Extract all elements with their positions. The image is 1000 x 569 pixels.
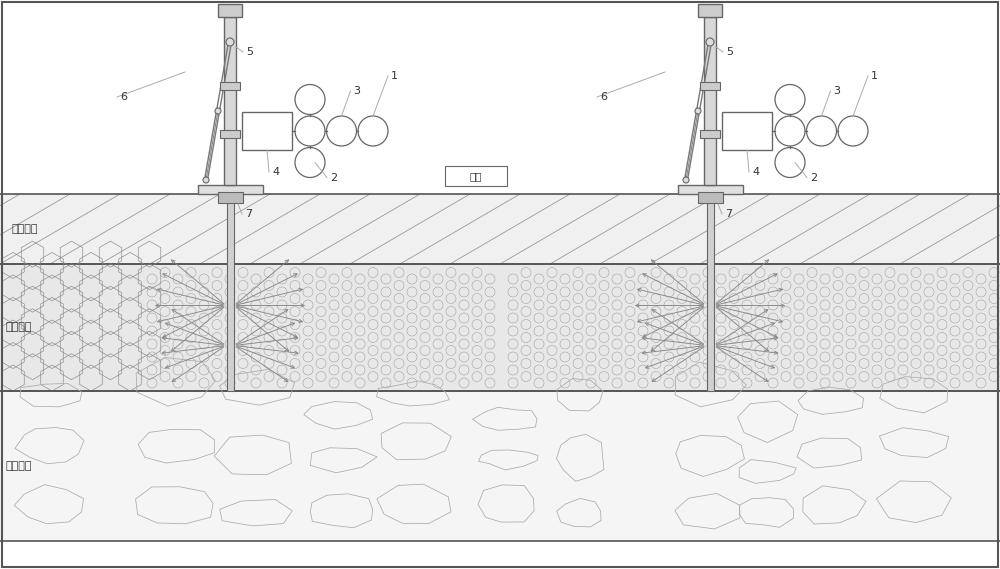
Text: 4: 4 [272,167,279,177]
Bar [704,17,716,185]
Text: 7: 7 [725,209,732,219]
Text: 5: 5 [726,47,733,57]
Text: 6: 6 [120,92,127,102]
Text: 油页岩层: 油页岩层 [5,323,32,332]
Text: 6: 6 [600,92,607,102]
Circle shape [226,38,234,46]
Circle shape [683,177,689,183]
Text: 上覆岩层: 上覆岩层 [12,224,38,234]
Text: 2: 2 [330,172,337,183]
Bar [220,82,240,90]
Circle shape [695,108,701,114]
Text: 油井: 油井 [470,171,482,181]
Text: 1: 1 [871,71,878,81]
Bar [218,192,242,203]
Text: 2: 2 [810,172,817,183]
Bar [706,194,714,391]
Bar [198,185,263,194]
Bar [700,130,720,138]
Bar [0,264,1000,391]
Bar [698,192,722,203]
Bar [226,194,234,391]
Text: 3: 3 [834,86,840,96]
Bar [218,4,242,17]
Text: 1: 1 [391,71,398,81]
Circle shape [215,108,221,114]
Text: 3: 3 [354,86,360,96]
Bar [678,185,743,194]
Bar [0,0,1000,194]
Bar [0,194,1000,264]
Circle shape [706,38,714,46]
Circle shape [203,177,209,183]
Bar [445,166,507,186]
Text: 5: 5 [246,47,253,57]
Bar [0,391,1000,541]
Bar [224,17,236,185]
Bar [698,4,722,17]
Bar [700,82,720,90]
Text: 4: 4 [752,167,759,177]
Text: 下覆岩层: 下覆岩层 [5,461,32,471]
Bar [220,130,240,138]
Text: 7: 7 [245,209,252,219]
Bar [722,112,772,150]
Bar [242,112,292,150]
